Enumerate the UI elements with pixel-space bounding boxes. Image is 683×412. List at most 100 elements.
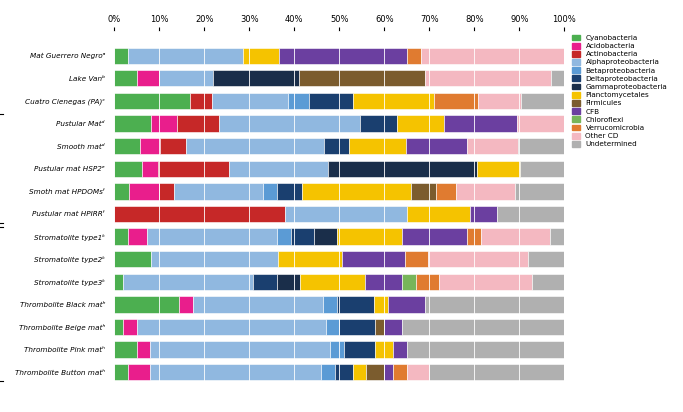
Bar: [518, 138, 564, 154]
Bar: [421, 47, 564, 64]
Bar: [352, 364, 366, 380]
Bar: [114, 319, 123, 335]
Bar: [302, 183, 411, 199]
Bar: [129, 183, 158, 199]
Bar: [114, 364, 128, 380]
Bar: [150, 364, 321, 380]
Bar: [551, 70, 564, 87]
Bar: [517, 115, 564, 132]
Bar: [114, 183, 129, 199]
Bar: [366, 364, 385, 380]
Bar: [342, 251, 405, 267]
Bar: [114, 93, 190, 109]
Bar: [436, 183, 456, 199]
Bar: [179, 296, 193, 313]
Bar: [288, 93, 309, 109]
Bar: [193, 296, 323, 313]
Bar: [481, 228, 550, 245]
Bar: [300, 274, 365, 290]
Bar: [402, 228, 467, 245]
Bar: [375, 342, 393, 358]
Bar: [128, 47, 242, 64]
Bar: [128, 364, 150, 380]
Bar: [402, 274, 416, 290]
Bar: [407, 364, 430, 380]
Bar: [411, 183, 436, 199]
Bar: [137, 70, 159, 87]
Bar: [114, 342, 137, 358]
Bar: [439, 274, 532, 290]
Bar: [520, 161, 564, 177]
Bar: [158, 183, 173, 199]
Bar: [456, 183, 515, 199]
Bar: [285, 206, 407, 222]
Bar: [151, 115, 177, 132]
Bar: [173, 183, 262, 199]
Legend: Cyanobacteria, Acidobacteria, Actinobacteria, Alphaproteobacteria, Betaproteobac: Cyanobacteria, Acidobacteria, Actinobact…: [572, 35, 667, 147]
Bar: [147, 228, 277, 245]
Bar: [159, 70, 213, 87]
Bar: [374, 296, 388, 313]
Bar: [467, 138, 518, 154]
Bar: [123, 319, 137, 335]
Bar: [114, 138, 140, 154]
Bar: [344, 342, 375, 358]
Bar: [329, 161, 477, 177]
Bar: [128, 228, 147, 245]
Bar: [337, 228, 402, 245]
Bar: [385, 319, 402, 335]
Bar: [360, 115, 397, 132]
Bar: [407, 342, 564, 358]
Bar: [425, 296, 564, 313]
Bar: [262, 183, 277, 199]
Bar: [407, 47, 421, 64]
Bar: [528, 251, 564, 267]
Bar: [277, 228, 290, 245]
Bar: [114, 115, 151, 132]
Bar: [190, 93, 212, 109]
Bar: [402, 319, 564, 335]
Bar: [335, 364, 352, 380]
Bar: [290, 228, 313, 245]
Bar: [430, 364, 564, 380]
Bar: [150, 251, 278, 267]
Bar: [253, 274, 277, 290]
Bar: [298, 70, 425, 87]
Bar: [140, 138, 161, 154]
Bar: [277, 274, 300, 290]
Bar: [114, 228, 128, 245]
Bar: [229, 161, 329, 177]
Bar: [337, 296, 374, 313]
Bar: [177, 115, 219, 132]
Bar: [309, 93, 353, 109]
Bar: [350, 138, 406, 154]
Bar: [406, 138, 467, 154]
Bar: [278, 251, 342, 267]
Bar: [375, 319, 385, 335]
Bar: [124, 274, 253, 290]
Bar: [114, 161, 141, 177]
Bar: [515, 183, 564, 199]
Bar: [434, 93, 477, 109]
Bar: [114, 70, 137, 87]
Bar: [339, 319, 375, 335]
Bar: [477, 93, 521, 109]
Bar: [467, 228, 481, 245]
Bar: [213, 70, 298, 87]
Bar: [161, 138, 186, 154]
Bar: [323, 296, 337, 313]
Bar: [114, 296, 179, 313]
Bar: [550, 228, 564, 245]
Bar: [385, 364, 393, 380]
Bar: [321, 364, 335, 380]
Bar: [477, 161, 520, 177]
Bar: [407, 206, 470, 222]
Bar: [405, 251, 428, 267]
Bar: [428, 251, 528, 267]
Bar: [324, 138, 350, 154]
Bar: [393, 342, 407, 358]
Bar: [114, 251, 150, 267]
Bar: [114, 274, 124, 290]
Bar: [114, 47, 128, 64]
Bar: [326, 319, 339, 335]
